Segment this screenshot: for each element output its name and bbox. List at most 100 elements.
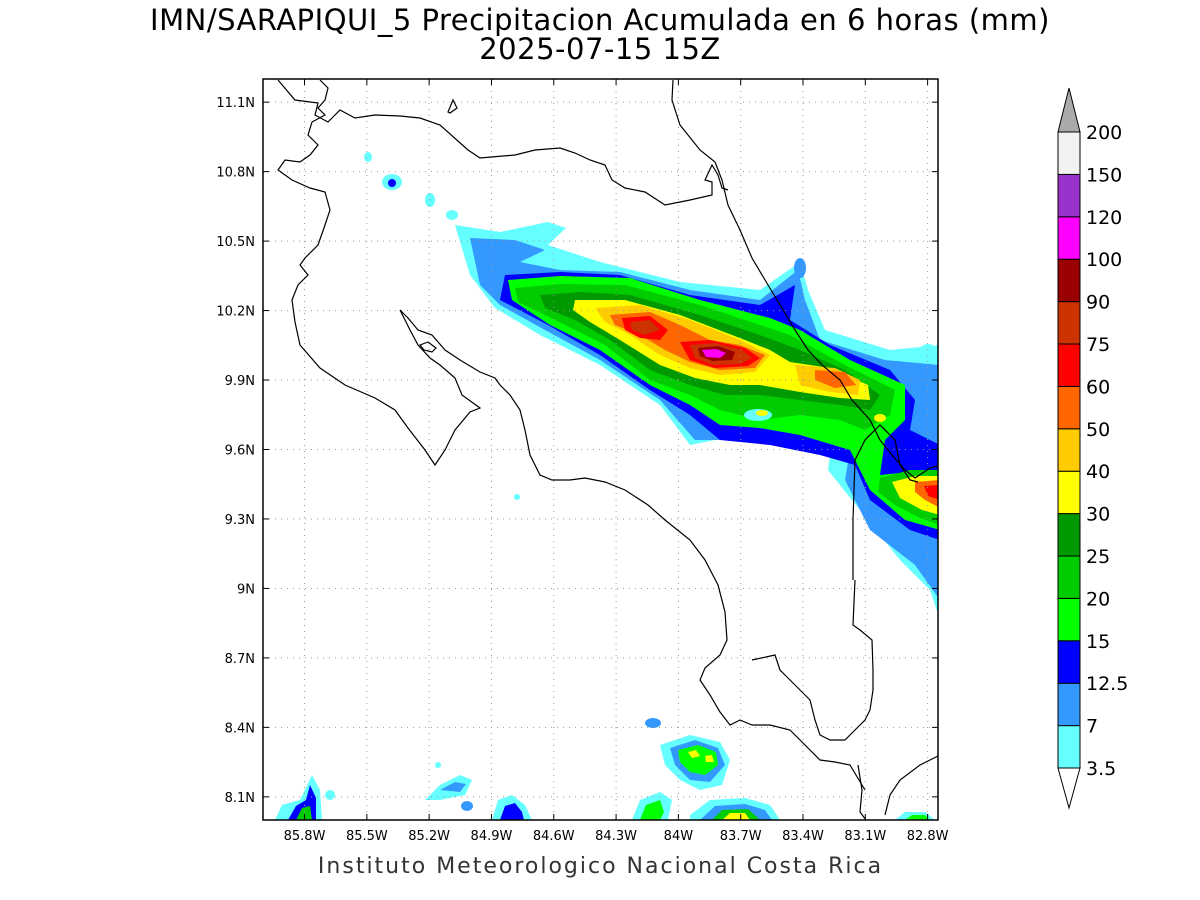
lat-tick-label: 8.7N: [225, 652, 255, 667]
map-title: IMN/SARAPIQUI_5 Precipitacion Acumulada …: [150, 3, 1050, 37]
lat-tick-label: 8.4N: [225, 721, 255, 736]
lon-tick-label: 83.1W: [844, 829, 886, 844]
map-valid-time: 2025-07-15 15Z: [479, 32, 721, 66]
precip-area-30: [705, 755, 714, 762]
panama-coast-east: [884, 755, 938, 816]
lat-tick-label: 10.5N: [216, 235, 255, 250]
colorbar-label: 3.5: [1086, 758, 1116, 780]
precip-spot: [461, 801, 473, 811]
panama-coast-south: [857, 764, 867, 820]
precip-spot: [425, 193, 435, 207]
colorbar-label: 150: [1086, 164, 1122, 186]
colorbar-segment: [1057, 258, 1081, 303]
precip-area-30: [688, 750, 700, 758]
colorbar-segment: [1057, 385, 1081, 430]
precip-spot: [388, 179, 396, 187]
colorbar-segment: [1057, 173, 1081, 218]
colorbar-label: 75: [1086, 334, 1110, 356]
precip-spot: [435, 762, 441, 768]
precip-area-60: [924, 485, 938, 500]
lon-tick-label: 82.8W: [907, 829, 949, 844]
osa-peninsula: [751, 654, 874, 741]
lon-tick-label: 85.2W: [408, 829, 450, 844]
colorbar-label: 90: [1086, 292, 1110, 314]
colorbar: 3.5 7 12.5 15 20 25 30 40 50 60 75 90 100 120 150 200: [1057, 87, 1128, 810]
colorbar-label: 60: [1086, 376, 1110, 398]
precip-spot: [325, 790, 335, 800]
lon-tick-label: 83.4W: [782, 829, 824, 844]
precip-area-100: [702, 349, 726, 358]
colorbar-label: 12.5: [1086, 673, 1128, 695]
colorbar-label: 7: [1086, 716, 1098, 738]
panama-border: [852, 424, 919, 580]
colorbar-min-arrow: [1057, 767, 1081, 810]
precip-area-20: [296, 806, 312, 820]
precip-area-50: [815, 370, 856, 388]
colorbar-label: 200: [1086, 122, 1122, 144]
caribbean-coast: [714, 161, 938, 479]
colorbar-label: 40: [1086, 461, 1110, 483]
colorbar-label: 50: [1086, 419, 1110, 441]
colorbar-segment: [1057, 428, 1081, 472]
precip-area-75: [630, 320, 660, 335]
precip-spot: [514, 494, 520, 500]
precip-area-15: [905, 815, 930, 820]
colorbar-segment: [1057, 343, 1081, 387]
precipitation-field: [275, 152, 938, 820]
colorbar-label: 120: [1086, 207, 1122, 229]
golfito-coast: [852, 579, 874, 690]
precip-area-15: [640, 800, 664, 820]
precip-spot: [794, 258, 806, 278]
colorbar-segment: [1057, 555, 1081, 599]
precip-spot: [874, 414, 886, 422]
lat-tick-label: 10.2N: [216, 305, 255, 320]
precip-band-main: [364, 152, 938, 614]
precip-area-7: [440, 782, 466, 792]
colorbar-segment: [1057, 470, 1081, 515]
lat-tick-label: 9N: [237, 582, 255, 597]
nicoya-island: [419, 341, 437, 353]
precip-area-15: [678, 745, 718, 775]
colorbar-label: 15: [1086, 631, 1110, 653]
colorbar-segment: [1057, 640, 1081, 684]
colorbar-segment: [1057, 301, 1081, 345]
precip-band-south: [275, 718, 935, 820]
colorbar-segment: [1057, 597, 1081, 642]
precip-area-12.5: [500, 803, 524, 820]
colorbar-segment: [1057, 131, 1081, 175]
colorbar-label: 20: [1086, 588, 1110, 610]
precip-spot: [919, 344, 937, 360]
lat-tick-label: 11.1N: [216, 96, 255, 111]
nicaragua-coast-west: [277, 79, 866, 791]
lat-tick-label: 10.8N: [216, 166, 255, 181]
colorbar-max-arrow: [1057, 87, 1081, 133]
coastlines: [277, 79, 938, 820]
precip-spot: [756, 410, 768, 416]
lon-tick-label: 85.8W: [284, 829, 326, 844]
precip-spot: [364, 152, 372, 162]
colorbar-label: 30: [1086, 504, 1110, 526]
colorbar-segment: [1057, 725, 1081, 769]
lat-tick-label: 8.1N: [225, 791, 255, 806]
map-axes: 85.8W 85.5W 85.2W 84.9W 84.6W 84.3W 84W 83.7W 83…: [216, 79, 949, 844]
credit-footer: Instituto Meteorologico Nacional Costa R…: [317, 854, 884, 879]
precip-spot: [446, 210, 458, 220]
lon-tick-label: 84.3W: [595, 829, 637, 844]
precip-area-30: [722, 813, 750, 820]
lat-tick-label: 9.9N: [225, 374, 255, 389]
lon-tick-label: 83.7W: [720, 829, 762, 844]
lake-island: [447, 98, 458, 114]
lat-tick-label: 9.3N: [225, 513, 255, 528]
nicaragua-border-north: [277, 79, 729, 206]
precip-spot: [645, 718, 661, 728]
lon-tick-label: 84.9W: [471, 829, 513, 844]
lat-tick-label: 9.6N: [225, 444, 255, 459]
lon-tick-label: 85.5W: [346, 829, 388, 844]
colorbar-segment: [1057, 513, 1081, 557]
colorbar-label: 100: [1086, 249, 1122, 271]
nicaragua-coast-east: [671, 79, 716, 163]
colorbar-label: 25: [1086, 546, 1110, 568]
lon-tick-label: 84.6W: [533, 829, 575, 844]
colorbar-segment: [1057, 682, 1081, 727]
